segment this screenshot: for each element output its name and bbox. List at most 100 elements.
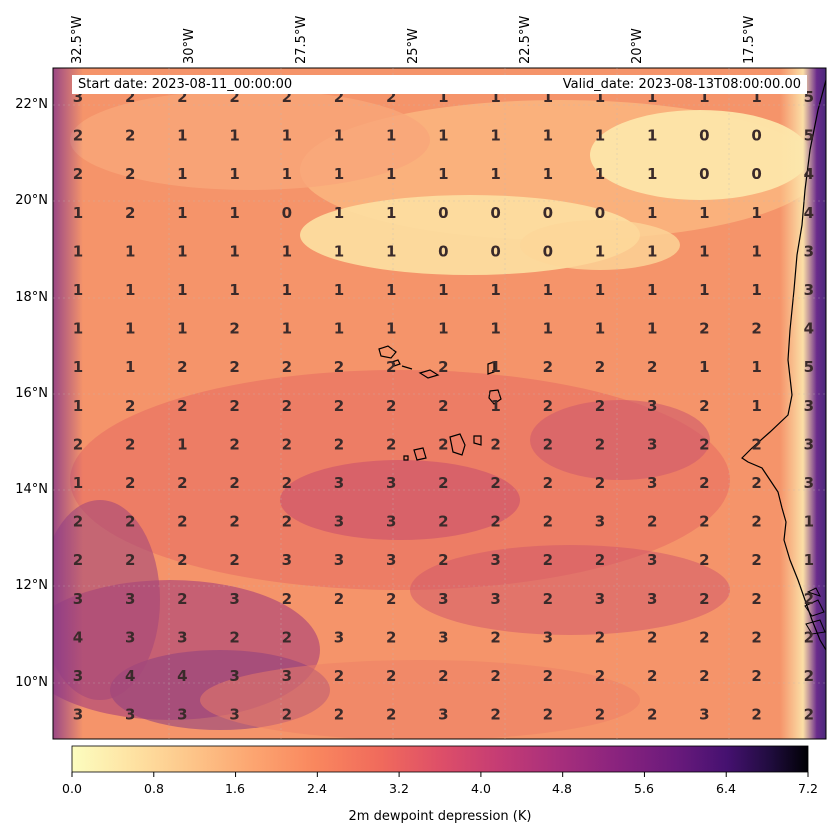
grid-value: 1 xyxy=(177,165,187,183)
grid-value: 1 xyxy=(229,281,239,299)
valid-date-label: Valid_date: 2023-08-13T08:00:00.00 xyxy=(562,77,801,92)
grid-value: 2 xyxy=(543,513,553,531)
grid-value: 2 xyxy=(125,165,135,183)
grid-value: 4 xyxy=(177,667,187,685)
grid-value: 2 xyxy=(595,667,605,685)
grid-value: 1 xyxy=(647,320,657,338)
grid-value: 1 xyxy=(438,165,448,183)
grid-value: 2 xyxy=(751,706,761,724)
grid-value: 2 xyxy=(595,551,605,569)
grid-value: 1 xyxy=(490,397,500,415)
grid-value: 2 xyxy=(751,474,761,492)
grid-value: 2 xyxy=(229,358,239,376)
grid-value: 3 xyxy=(647,590,657,608)
grid-value: 1 xyxy=(595,320,605,338)
grid-value: 1 xyxy=(177,242,187,260)
colorbar-tick-5: 4.0 xyxy=(471,781,491,796)
grid-value: 1 xyxy=(751,88,761,106)
grid-value: 2 xyxy=(177,513,187,531)
grid-value: 2 xyxy=(229,397,239,415)
grid-value: 0 xyxy=(282,204,292,222)
grid-value: 1 xyxy=(647,281,657,299)
grid-value: 0 xyxy=(543,242,553,260)
grid-value: 1 xyxy=(229,165,239,183)
grid-value: 1 xyxy=(229,204,239,222)
grid-value: 3 xyxy=(438,628,448,646)
african-coastline xyxy=(741,79,827,651)
grid-value: 2 xyxy=(647,667,657,685)
grid-value: 2 xyxy=(386,358,396,376)
grid-value: 3 xyxy=(177,628,187,646)
grid-value: 2 xyxy=(751,667,761,685)
grid-value: 2 xyxy=(438,435,448,453)
grid-value: 2 xyxy=(282,513,292,531)
grid-value: 2 xyxy=(125,127,135,145)
grid-value: 2 xyxy=(595,435,605,453)
grid-value: 1 xyxy=(386,281,396,299)
grid-value: 3 xyxy=(490,590,500,608)
lat-label-16n: 16°N xyxy=(15,386,48,401)
grid-value: 1 xyxy=(699,204,709,222)
grid-value: 2 xyxy=(595,706,605,724)
colorbar-tick-2: 1.6 xyxy=(225,781,245,796)
grid-value: 3 xyxy=(73,706,83,724)
grid-value: 2 xyxy=(595,474,605,492)
grid-value: 2 xyxy=(647,628,657,646)
grid-value: 1 xyxy=(543,88,553,106)
colorbar xyxy=(71,745,809,773)
grid-value: 2 xyxy=(595,628,605,646)
grid-value: 2 xyxy=(751,320,761,338)
grid-value: 1 xyxy=(804,551,814,569)
grid-value: 2 xyxy=(386,397,396,415)
grid-value: 3 xyxy=(438,590,448,608)
grid-value: 4 xyxy=(804,320,814,338)
grid-value: 2 xyxy=(125,435,135,453)
grid-value: 2 xyxy=(490,628,500,646)
grid-value: 2 xyxy=(334,590,344,608)
grid-value: 2 xyxy=(804,667,814,685)
grid-value: 1 xyxy=(699,358,709,376)
grid-value: 1 xyxy=(647,127,657,145)
grid-value: 1 xyxy=(438,88,448,106)
grid-value: 2 xyxy=(386,88,396,106)
grid-value: 3 xyxy=(334,628,344,646)
grid-value: 2 xyxy=(177,358,187,376)
grid-value: 3 xyxy=(804,474,814,492)
grid-value: 2 xyxy=(490,474,500,492)
lon-label-32-5w: 32.5°W xyxy=(70,15,85,64)
grid-value: 2 xyxy=(543,358,553,376)
grid-value: 2 xyxy=(699,551,709,569)
grid-value: 1 xyxy=(647,204,657,222)
grid-value: 0 xyxy=(490,242,500,260)
grid-value: 1 xyxy=(647,165,657,183)
grid-value: 1 xyxy=(647,242,657,260)
grid-value: 1 xyxy=(595,242,605,260)
grid-value: 1 xyxy=(282,242,292,260)
grid-value: 1 xyxy=(177,320,187,338)
colorbar-tick-0: 0.0 xyxy=(62,781,82,796)
grid-value: 1 xyxy=(177,204,187,222)
grid-value: 2 xyxy=(125,397,135,415)
grid-value: 3 xyxy=(543,628,553,646)
grid-value: 1 xyxy=(751,358,761,376)
grid-value: 0 xyxy=(438,242,448,260)
grid-value: 5 xyxy=(804,127,814,145)
grid-value: 3 xyxy=(699,706,709,724)
grid-value: 2 xyxy=(438,667,448,685)
grid-value: 1 xyxy=(177,127,187,145)
grid-value: 1 xyxy=(490,88,500,106)
grid-value: 2 xyxy=(438,397,448,415)
grid-value: 1 xyxy=(595,165,605,183)
grid-value: 1 xyxy=(334,165,344,183)
grid-value: 2 xyxy=(334,397,344,415)
grid-value: 1 xyxy=(386,165,396,183)
grid-value: 1 xyxy=(751,397,761,415)
grid-value: 2 xyxy=(229,435,239,453)
grid-value: 1 xyxy=(73,281,83,299)
grid-value: 3 xyxy=(647,551,657,569)
grid-value: 2 xyxy=(438,474,448,492)
grid-value: 2 xyxy=(647,513,657,531)
grid-value: 1 xyxy=(595,127,605,145)
grid-value: 2 xyxy=(334,88,344,106)
grid-value: 2 xyxy=(282,590,292,608)
